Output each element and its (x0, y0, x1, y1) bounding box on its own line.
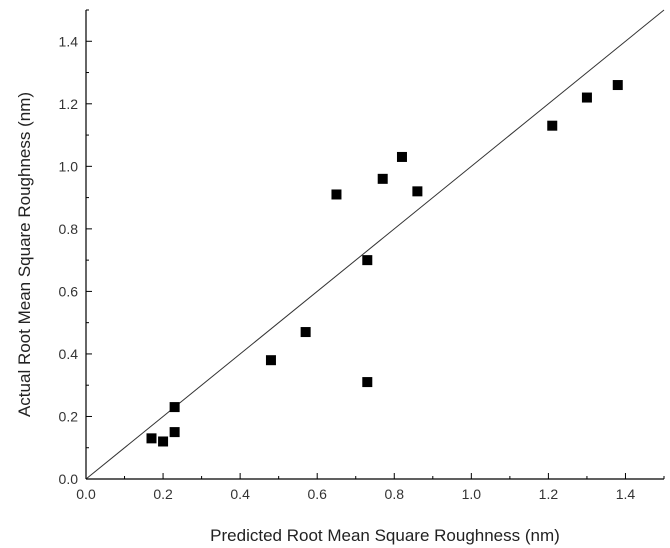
data-point (331, 189, 342, 200)
x-axis-title: Predicted Root Mean Square Roughness (nm… (210, 526, 560, 545)
data-point (169, 402, 180, 413)
x-tick-label: 0.8 (385, 486, 405, 502)
x-tick-label: 0.2 (153, 486, 173, 502)
data-point (412, 186, 423, 197)
y-tick-label: 1.0 (59, 158, 79, 174)
data-point (581, 92, 592, 103)
data-point (377, 173, 388, 184)
y-axis-title: Actual Root Mean Square Roughness (nm) (15, 92, 34, 417)
data-point (265, 355, 276, 366)
x-tick-label: 1.0 (462, 486, 482, 502)
x-tick-label: 0.4 (230, 486, 250, 502)
y-axis-ticks: 0.0 0.2 0.4 0.6 0.8 1.0 1.2 1.4 (59, 9, 92, 487)
plot-area: 0.0 0.2 0.4 0.6 0.8 1.0 1.2 1.4 0.0 0.2 0.4 0.6 0.8… (59, 9, 665, 502)
y-tick-label: 1.2 (59, 96, 79, 112)
data-points (146, 80, 623, 447)
identity-reference-line (85, 9, 665, 480)
x-tick-label: 1.4 (616, 486, 636, 502)
y-tick-label: 0.0 (59, 471, 79, 487)
x-tick-label: 1.2 (539, 486, 559, 502)
data-point (362, 377, 373, 388)
y-tick-label: 0.8 (59, 221, 79, 237)
x-axis-ticks: 0.0 0.2 0.4 0.6 0.8 1.0 1.2 1.4 (76, 473, 665, 502)
data-point (158, 436, 169, 447)
y-tick-label: 1.4 (59, 33, 79, 49)
data-point (396, 151, 407, 162)
x-tick-label: 0.6 (307, 486, 327, 502)
x-tick-label: 0.0 (76, 486, 96, 502)
y-tick-label: 0.4 (59, 346, 79, 362)
data-point (300, 327, 311, 338)
data-point (362, 255, 373, 266)
data-point (612, 80, 623, 91)
data-point (547, 120, 558, 131)
y-tick-label: 0.2 (59, 408, 79, 424)
data-point (146, 433, 157, 444)
y-tick-label: 0.6 (59, 283, 79, 299)
data-point (169, 427, 180, 438)
